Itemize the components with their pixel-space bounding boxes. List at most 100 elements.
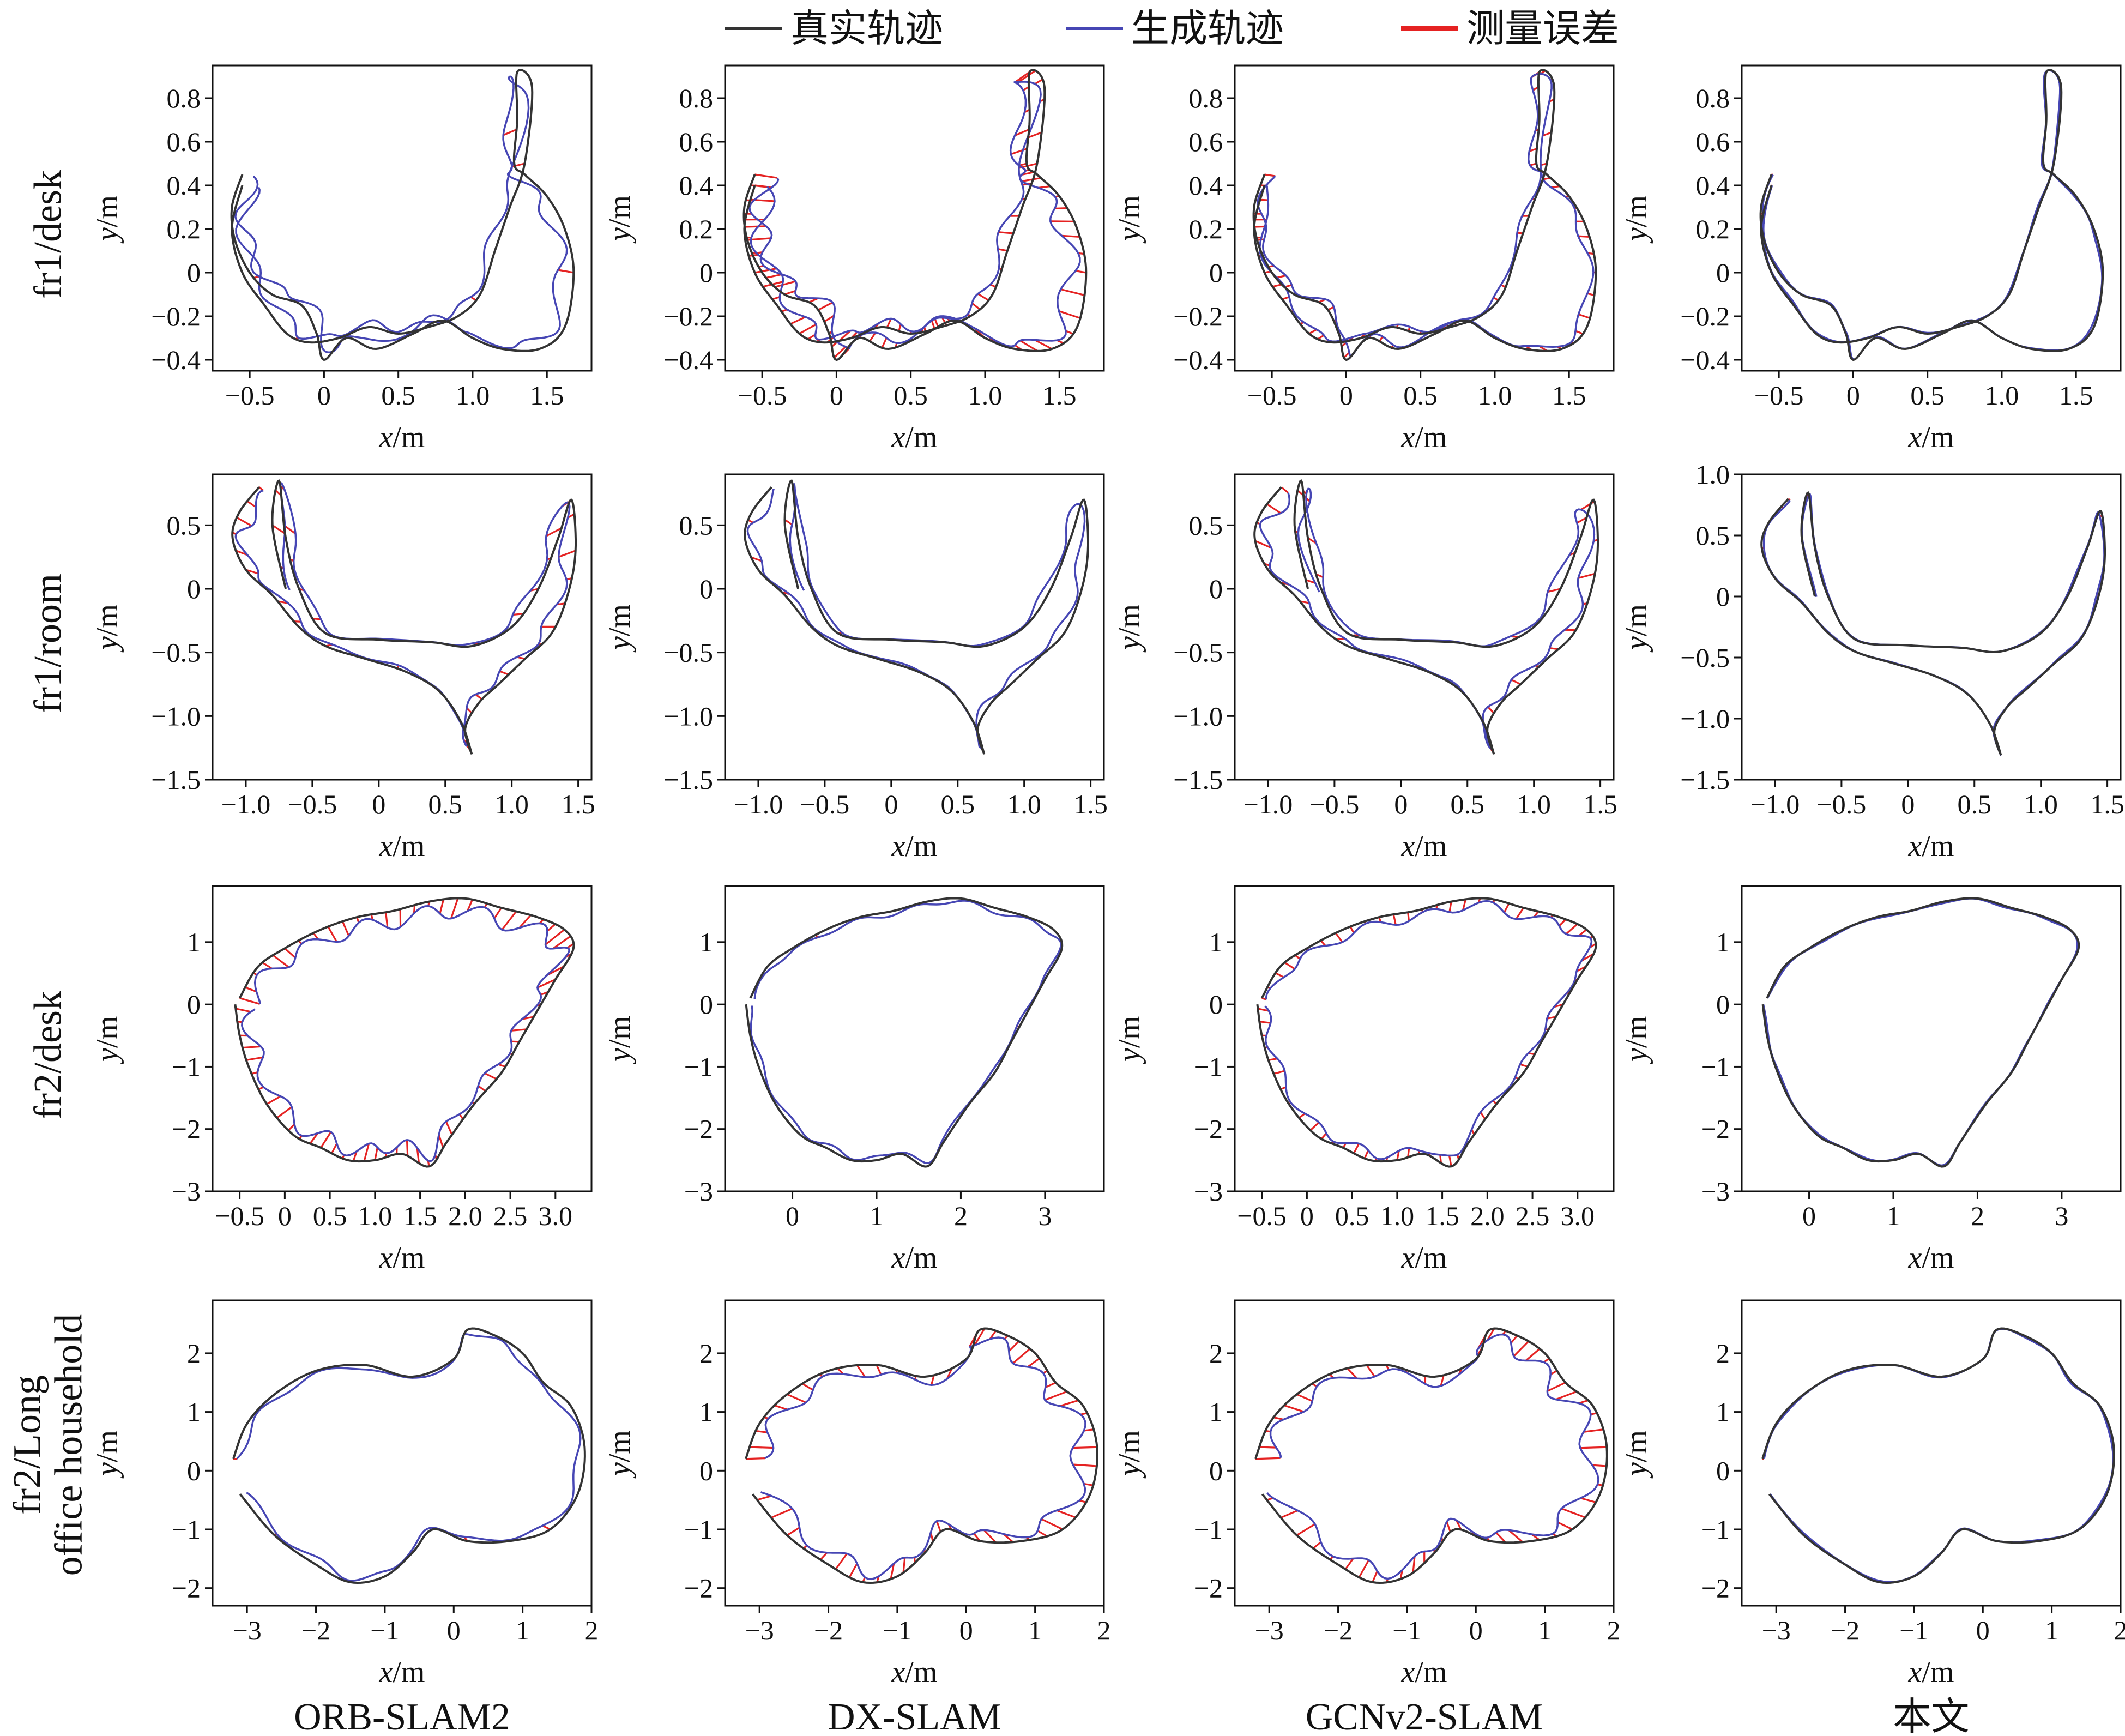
error-segment xyxy=(309,1132,319,1144)
y-axis-label: y/m xyxy=(1620,195,1653,244)
error-segment xyxy=(266,1095,281,1105)
error-segment xyxy=(1503,903,1510,913)
error-segment xyxy=(262,961,273,969)
x-tick-label: −1.0 xyxy=(1243,789,1293,819)
y-tick-label: −1 xyxy=(172,1514,201,1545)
error-segment xyxy=(1547,1016,1556,1020)
y-tick-label: 0 xyxy=(1716,1455,1730,1486)
x-tick-label: 1.5 xyxy=(1042,380,1077,411)
error-segment xyxy=(1281,486,1289,493)
error-lines xyxy=(233,1358,551,1553)
error-segment xyxy=(1578,235,1590,238)
error-segment xyxy=(512,613,524,616)
error-segment xyxy=(1058,310,1081,320)
y-tick-label: −1 xyxy=(684,1051,713,1082)
error-segment xyxy=(1550,1370,1557,1376)
y-tick-label: −1.5 xyxy=(151,764,201,795)
y-tick-label: 0 xyxy=(1716,257,1730,288)
ground-truth-line xyxy=(1252,69,1597,361)
x-tick-label: 0 xyxy=(1976,1615,1990,1645)
x-axis-label: x/m xyxy=(1401,1241,1447,1275)
y-axis-label: y/m xyxy=(603,195,637,244)
x-tick-label: 1 xyxy=(1028,1615,1042,1645)
column-label: ORB-SLAM2 xyxy=(294,1696,510,1736)
y-axis-label: y/m xyxy=(1113,195,1146,244)
x-tick-label: 0 xyxy=(1846,380,1860,411)
x-tick-label: 0.5 xyxy=(1403,380,1438,411)
y-tick-label: −2 xyxy=(172,1573,201,1604)
error-segment xyxy=(935,1521,941,1533)
axes-frame xyxy=(212,64,593,372)
error-segment xyxy=(1084,1428,1094,1432)
x-tick-label: 1 xyxy=(516,1615,529,1645)
error-segment xyxy=(1335,932,1343,943)
x-tick-label: 2.0 xyxy=(1470,1201,1505,1231)
x-tick-label: 1.0 xyxy=(1380,1201,1415,1231)
error-segment xyxy=(770,1508,793,1519)
y-tick-label: 0.4 xyxy=(1696,170,1730,201)
error-segment xyxy=(1547,1382,1566,1392)
error-segment xyxy=(558,550,576,558)
y-tick-label: −0.5 xyxy=(1680,642,1730,673)
svg-text:y/m: y/m xyxy=(603,1016,637,1064)
x-tick-label: 1.5 xyxy=(1583,789,1617,819)
svg-text:y/m: y/m xyxy=(90,1430,124,1479)
y-tick-label: −1.0 xyxy=(151,701,201,731)
error-segment xyxy=(287,1124,295,1131)
error-segment xyxy=(1034,79,1043,85)
y-tick-label: 0.5 xyxy=(679,510,714,540)
y-tick-label: −2 xyxy=(1194,1573,1223,1604)
subplot: −0.5 0 0.5 1.0 1.5 −0.4 −0.2 0 0.2 0.4 0.6 0.8 x/m y/… xyxy=(1113,64,1615,454)
estimated-trajectory-line xyxy=(1761,69,2103,361)
error-segment xyxy=(869,332,877,342)
error-segment xyxy=(1037,1530,1048,1538)
subplot: −1.0 −0.5 0 0.5 1.0 1.5−1.5−1.0−0.500.5x/my/m xyxy=(1113,473,1617,863)
estimated-trajectory-line xyxy=(1762,493,2105,757)
error-segment xyxy=(1059,1399,1079,1407)
x-tick-label: 1 xyxy=(2045,1615,2058,1645)
subplot: −0.5 0 0.5 1.0 1.5 2.0 2.5 3.0 −3 −2 −1 0 1 x/m y/m xyxy=(1113,885,1615,1275)
error-segment xyxy=(902,1557,906,1573)
error-segment xyxy=(1309,1122,1320,1131)
error-segment xyxy=(1495,1532,1507,1544)
error-segment xyxy=(1407,912,1410,921)
y-tick-label: −0.4 xyxy=(1680,345,1730,375)
error-segment xyxy=(1010,148,1028,155)
y-tick-label: 2 xyxy=(1209,1338,1223,1369)
subplot: −0.5 0 0.5 1.0 1.5 −0.4 −0.2 0 0.2 0.4 0.6 0.8 x/m y/… xyxy=(603,64,1105,454)
axes-frame xyxy=(724,473,1105,781)
error-segment xyxy=(1280,1509,1299,1519)
axes-frame xyxy=(212,1299,593,1607)
svg-text:y/m: y/m xyxy=(1620,1430,1653,1479)
error-segment xyxy=(1275,972,1284,978)
legend-label: 测量误差 xyxy=(1466,8,1619,50)
axes-frame xyxy=(1741,1299,2122,1607)
x-tick-label: 0.5 xyxy=(1451,789,1485,819)
y-tick-label: −0.5 xyxy=(151,637,201,668)
error-segment xyxy=(445,1121,453,1135)
x-tick-label: 0 xyxy=(786,1201,799,1231)
error-segment xyxy=(1273,1416,1284,1421)
error-segment xyxy=(774,1405,788,1410)
error-segment xyxy=(518,914,532,929)
y-tick-label: −1 xyxy=(172,1051,201,1082)
error-segment xyxy=(1284,961,1296,970)
x-tick-label: 1.5 xyxy=(1073,789,1108,819)
error-segment xyxy=(1529,148,1537,152)
error-segment xyxy=(772,296,780,300)
error-segment xyxy=(1349,926,1355,934)
y-tick-label: 1 xyxy=(187,1397,201,1427)
axes-frame xyxy=(1234,1299,1615,1607)
legend-item: 生成轨迹 xyxy=(1066,8,1284,50)
y-tick-label: 0 xyxy=(1209,1455,1223,1486)
plot-area xyxy=(230,69,575,361)
y-tick-label: 0 xyxy=(187,257,201,288)
y-tick-label: −2 xyxy=(684,1573,713,1604)
subplot: −1.0 −0.5 0 0.5 1.0 1.5−1.5−1.0−0.500.5x/my/m xyxy=(90,473,595,863)
x-axis-label: x/m xyxy=(1401,420,1447,454)
y-tick-label: −2 xyxy=(172,1114,201,1144)
error-segment xyxy=(537,978,556,988)
y-tick-label: −0.2 xyxy=(663,301,713,331)
y-tick-label: 0.5 xyxy=(167,510,201,540)
